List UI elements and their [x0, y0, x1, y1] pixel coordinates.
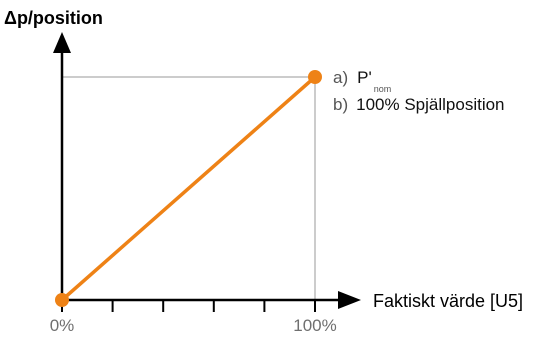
annotation-b: b) 100% Spjällposition [333, 95, 505, 114]
annotation-b-prefix: b) [333, 95, 348, 114]
x-axis-arrowhead [338, 291, 361, 309]
series-point-0 [55, 293, 69, 307]
y-axis-label: Δp/position [4, 8, 103, 28]
annotation-a: a) P' nom [333, 68, 391, 94]
annotation-b-text: 100% Spjällposition [356, 95, 504, 114]
annotation-a-sub: nom [374, 84, 392, 94]
series-line [60, 75, 317, 302]
guide-layer [62, 76, 316, 300]
x-axis-label: Faktiskt värde [U5] [373, 291, 523, 311]
series-layer [55, 70, 322, 307]
y-axis-arrowhead [53, 32, 71, 53]
axis-layer [53, 32, 361, 312]
annotation-a-prefix: a) [333, 68, 348, 87]
annotation-a-main: P' [357, 68, 372, 87]
x-tick-label-0: 0% [50, 316, 75, 335]
series-point-1 [308, 70, 322, 84]
x-tick-label-1: 100% [293, 316, 336, 335]
